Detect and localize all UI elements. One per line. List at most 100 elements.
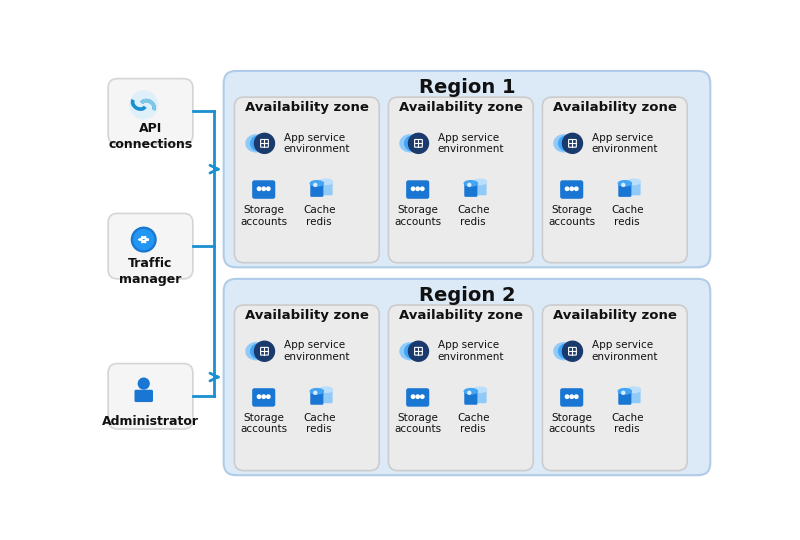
- Circle shape: [258, 187, 261, 191]
- FancyBboxPatch shape: [569, 139, 576, 147]
- Circle shape: [254, 133, 274, 153]
- Circle shape: [570, 187, 574, 191]
- Text: Traffic
manager: Traffic manager: [119, 256, 182, 286]
- Text: API
connections: API connections: [108, 122, 193, 151]
- FancyBboxPatch shape: [542, 97, 687, 262]
- Ellipse shape: [246, 343, 266, 360]
- Ellipse shape: [474, 179, 486, 185]
- Text: Storage
accounts: Storage accounts: [548, 205, 595, 227]
- FancyBboxPatch shape: [627, 389, 641, 403]
- FancyBboxPatch shape: [319, 181, 333, 195]
- FancyBboxPatch shape: [261, 347, 268, 355]
- FancyBboxPatch shape: [108, 213, 193, 279]
- Ellipse shape: [464, 181, 478, 186]
- Circle shape: [258, 395, 261, 399]
- FancyBboxPatch shape: [261, 139, 268, 147]
- FancyBboxPatch shape: [224, 279, 710, 475]
- Text: Region 2: Region 2: [418, 286, 515, 305]
- FancyBboxPatch shape: [560, 180, 583, 199]
- Ellipse shape: [405, 343, 423, 359]
- Circle shape: [411, 395, 414, 399]
- Text: Availability zone: Availability zone: [553, 102, 677, 114]
- FancyBboxPatch shape: [224, 71, 710, 267]
- FancyBboxPatch shape: [569, 347, 576, 355]
- FancyBboxPatch shape: [108, 79, 193, 144]
- Text: Availability zone: Availability zone: [399, 102, 522, 114]
- Text: Cache
redis: Cache redis: [611, 205, 643, 227]
- FancyBboxPatch shape: [618, 182, 631, 197]
- Ellipse shape: [250, 136, 269, 151]
- Circle shape: [570, 395, 574, 399]
- Circle shape: [314, 184, 317, 186]
- Circle shape: [130, 91, 158, 119]
- Text: Storage
accounts: Storage accounts: [394, 205, 442, 227]
- FancyBboxPatch shape: [474, 181, 486, 195]
- Circle shape: [574, 395, 578, 399]
- Text: App service
environment: App service environment: [438, 132, 504, 154]
- Circle shape: [262, 187, 266, 191]
- FancyBboxPatch shape: [252, 180, 275, 199]
- Circle shape: [254, 341, 274, 361]
- Circle shape: [314, 392, 317, 394]
- Circle shape: [562, 133, 582, 153]
- Ellipse shape: [627, 179, 641, 185]
- Text: Administrator: Administrator: [102, 415, 199, 428]
- FancyBboxPatch shape: [406, 180, 430, 199]
- Circle shape: [411, 187, 414, 191]
- Circle shape: [138, 378, 149, 389]
- FancyBboxPatch shape: [414, 347, 422, 355]
- FancyBboxPatch shape: [310, 390, 323, 405]
- Circle shape: [562, 341, 582, 361]
- Circle shape: [566, 187, 569, 191]
- Circle shape: [468, 184, 471, 186]
- Text: Storage
accounts: Storage accounts: [240, 413, 287, 435]
- FancyBboxPatch shape: [234, 305, 379, 470]
- Ellipse shape: [405, 136, 423, 151]
- Ellipse shape: [400, 135, 420, 152]
- FancyBboxPatch shape: [389, 97, 534, 262]
- Circle shape: [622, 392, 625, 394]
- Ellipse shape: [554, 135, 574, 152]
- FancyBboxPatch shape: [560, 388, 583, 407]
- Text: Cache
redis: Cache redis: [611, 413, 643, 435]
- Text: Storage
accounts: Storage accounts: [394, 413, 442, 435]
- Text: Cache
redis: Cache redis: [457, 413, 490, 435]
- Ellipse shape: [464, 389, 478, 394]
- Ellipse shape: [627, 387, 641, 393]
- Circle shape: [262, 395, 266, 399]
- Text: Cache
redis: Cache redis: [303, 205, 335, 227]
- Ellipse shape: [558, 343, 577, 359]
- Ellipse shape: [400, 343, 420, 360]
- Text: App service
environment: App service environment: [592, 132, 658, 154]
- Text: Availability zone: Availability zone: [553, 309, 677, 322]
- Text: Availability zone: Availability zone: [399, 309, 522, 322]
- Ellipse shape: [554, 343, 574, 360]
- Ellipse shape: [558, 136, 577, 151]
- FancyBboxPatch shape: [134, 390, 153, 402]
- Circle shape: [574, 187, 578, 191]
- FancyBboxPatch shape: [389, 305, 534, 470]
- Circle shape: [416, 187, 419, 191]
- Text: Storage
accounts: Storage accounts: [548, 413, 595, 435]
- Text: App service
environment: App service environment: [592, 340, 658, 362]
- Circle shape: [566, 395, 569, 399]
- Circle shape: [134, 230, 154, 249]
- Text: App service
environment: App service environment: [284, 132, 350, 154]
- FancyBboxPatch shape: [627, 181, 641, 195]
- Circle shape: [421, 395, 424, 399]
- Circle shape: [622, 184, 625, 186]
- FancyBboxPatch shape: [464, 390, 478, 405]
- Circle shape: [266, 395, 270, 399]
- Circle shape: [421, 187, 424, 191]
- Ellipse shape: [250, 343, 269, 359]
- Text: App service
environment: App service environment: [438, 340, 504, 362]
- Text: Cache
redis: Cache redis: [303, 413, 335, 435]
- Circle shape: [468, 392, 471, 394]
- Text: Storage
accounts: Storage accounts: [240, 205, 287, 227]
- Circle shape: [266, 187, 270, 191]
- FancyBboxPatch shape: [542, 305, 687, 470]
- Circle shape: [416, 395, 419, 399]
- FancyBboxPatch shape: [319, 389, 333, 403]
- FancyBboxPatch shape: [414, 139, 422, 147]
- Ellipse shape: [319, 179, 333, 185]
